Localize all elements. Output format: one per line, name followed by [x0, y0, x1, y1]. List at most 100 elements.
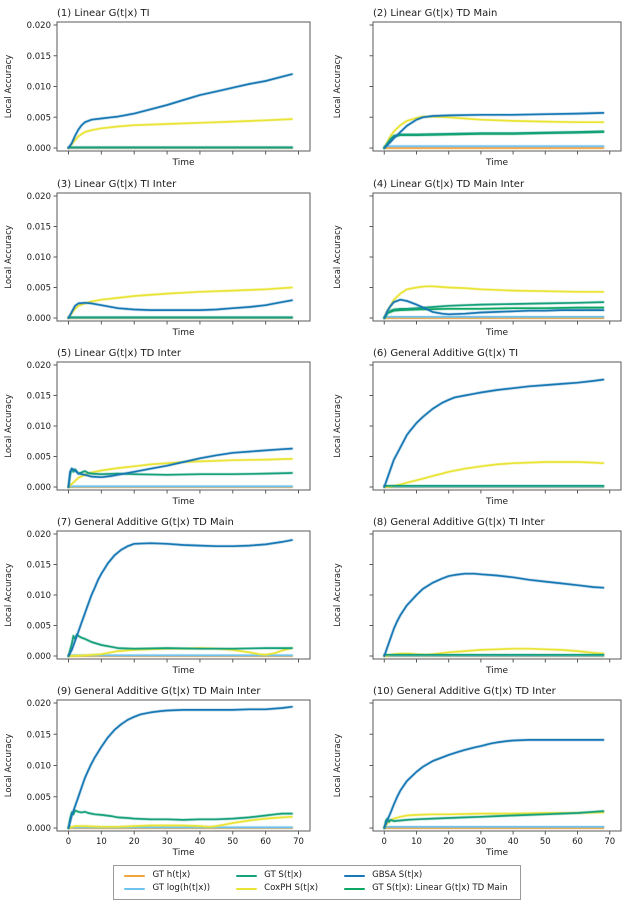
x-axis-label: Time	[485, 666, 508, 676]
series-line-gbsa-s-t-x	[67, 73, 293, 149]
x-axis-label: Time	[171, 666, 194, 676]
series-band-gbsa-s-t-x	[66, 538, 294, 658]
y-axis-label: Local Accuracy	[4, 734, 14, 798]
legend-label: GT S(t|x): Linear G(t|x) TD Main	[372, 883, 508, 894]
legend-box: GT h(t|x) GT log(h(t|x)) GT S(t|x) CoxPH S(…	[113, 865, 521, 900]
x-tick-label: 70	[604, 837, 615, 847]
x-tick-label: 0	[66, 837, 71, 847]
subplot-9: (9) General Additive G(t|x) TD Main Inte…	[4, 686, 311, 858]
series-line-gbsa-s-t-x	[383, 739, 605, 829]
legend-swatch-gt_s	[236, 874, 258, 877]
x-tick-label: 30	[475, 837, 486, 847]
series-line-gbsa-s-t-x	[383, 298, 605, 319]
x-tick-label: 20	[443, 837, 454, 847]
y-axis-label: Local Accuracy	[333, 734, 343, 798]
y-tick-label: 0.015	[27, 223, 51, 233]
series-band-gbsa-s-t-x	[66, 446, 294, 489]
chart-title: (2) Linear G(t|x) TD Main	[373, 8, 497, 19]
chart-title: (9) General Additive G(t|x) TD Main Inte…	[57, 686, 261, 697]
legend-column: GBSA S(t|x) GT S(t|x): Linear G(t|x) TD M…	[344, 870, 508, 894]
subplot-8: (8) General Additive G(t|x) TI Inter Time…	[333, 517, 622, 676]
series-line-gbsa-s-t-x	[383, 572, 605, 657]
legend-swatch-gt_h	[124, 874, 146, 877]
series-line-coxph-s-t-x	[67, 286, 293, 319]
series-line-gbsa-s-t-x	[67, 705, 293, 829]
legend-item: GT log(h(t|x))	[124, 883, 211, 894]
legend-label: GT log(h(t|x))	[152, 883, 211, 894]
y-tick-label: 0.010	[27, 253, 51, 263]
y-axis-label: Local Accuracy	[4, 55, 14, 119]
x-tick-label: 0	[382, 837, 387, 847]
y-tick-label: 0.015	[27, 730, 51, 740]
y-tick-label: 0.010	[27, 422, 51, 432]
series-band-gbsa-s-t-x	[66, 72, 294, 150]
y-tick-label: 0.010	[27, 762, 51, 772]
chart-title: (3) Linear G(t|x) TI Inter	[57, 179, 177, 190]
legend-item: GBSA S(t|x)	[344, 870, 507, 880]
y-axis-label: Local Accuracy	[4, 563, 14, 627]
series-line-gbsa-s-t-x	[383, 378, 605, 488]
legend-label: GT S(t|x)	[264, 870, 302, 880]
x-tick-label: 40	[508, 837, 519, 847]
subplot-4: (4) Linear G(t|x) TD Main Inter Time Local…	[333, 179, 622, 338]
series-line-coxph-s-t-x	[67, 815, 293, 829]
series-band-coxph-s-t-x	[382, 460, 605, 489]
legend-area: GT h(t|x) GT log(h(t|x)) GT S(t|x) CoxPH S(…	[0, 865, 634, 900]
x-tick-label: 10	[411, 837, 422, 847]
x-tick-label: 20	[129, 837, 140, 847]
legend-column: GT h(t|x) GT log(h(t|x))	[124, 870, 211, 894]
series-band-gbsa-s-t-x	[382, 572, 605, 658]
x-axis-label: Time	[171, 158, 194, 168]
legend-label: CoxPH S(t|x)	[264, 883, 319, 894]
y-tick-label: 0.005	[27, 113, 51, 123]
legend-item: GT S(t|x): Linear G(t|x) TD Main	[344, 883, 508, 894]
y-axis-label: Local Accuracy	[4, 394, 14, 458]
y-tick-label: 0.005	[27, 622, 51, 632]
x-axis-label: Time	[171, 328, 194, 338]
series-line-gt-s-t-x	[383, 301, 605, 319]
y-tick-label: 0.005	[27, 453, 51, 463]
series-line-gt-s-t-x	[383, 810, 605, 829]
legend-label: GBSA S(t|x)	[372, 870, 423, 880]
subplot-10: (10) General Additive G(t|x) TD Inter 0 10…	[333, 686, 622, 858]
legend-item: GT S(t|x)	[236, 870, 318, 880]
chart-title: (7) General Additive G(t|x) TD Main	[57, 517, 234, 528]
x-tick-label: 50	[540, 837, 551, 847]
y-tick-label: 0.000	[27, 824, 51, 834]
legend-swatch-gt_s_linear	[344, 887, 366, 891]
legend-column: GT S(t|x) CoxPH S(t|x)	[236, 870, 319, 894]
x-axis-label: Time	[171, 848, 194, 858]
legend-swatch-gt_log_h	[124, 887, 146, 891]
series-band-gbsa-s-t-x	[66, 705, 294, 830]
series-line-gbsa-s-t-x	[67, 447, 293, 488]
chart-title: (1) Linear G(t|x) TI	[57, 8, 150, 19]
chart-title: (5) Linear G(t|x) TD Inter	[57, 348, 182, 359]
x-tick-label: 60	[572, 837, 583, 847]
subplot-7: (7) General Additive G(t|x) TD Main 0.000…	[4, 517, 311, 676]
y-tick-label: 0.000	[27, 652, 51, 662]
subplot-grid: (1) Linear G(t|x) TI 0.000 0.005 0.010 0.015…	[4, 8, 622, 858]
series-band-gbsa-s-t-x	[66, 298, 294, 320]
legend-swatch-coxph	[236, 887, 258, 891]
series-line-coxph-s-t-x	[383, 647, 605, 657]
subplot-2: (2) Linear G(t|x) TD Main Time Local Accur…	[333, 8, 622, 168]
chart-title: (10) General Additive G(t|x) TD Inter	[373, 686, 557, 697]
y-tick-label: 0.020	[27, 21, 51, 31]
plot-border	[56, 530, 311, 660]
x-tick-label: 70	[293, 837, 304, 847]
y-tick-label: 0.010	[27, 83, 51, 93]
series-line-gt-s-t-x	[67, 467, 293, 488]
series-line-gbsa-s-t-x	[67, 299, 293, 319]
x-axis-label: Time	[485, 328, 508, 338]
chart-title: (6) General Additive G(t|x) TI	[373, 348, 518, 359]
y-tick-label: 0.020	[27, 699, 51, 709]
series-line-gt-s-t-x	[67, 809, 293, 829]
y-tick-label: 0.015	[27, 52, 51, 62]
subplot-5: (5) Linear G(t|x) TD Inter 0.000 0.005 0.01…	[4, 348, 311, 507]
y-tick-label: 0.000	[27, 144, 51, 154]
x-tick-label: 50	[227, 837, 238, 847]
plot-border	[372, 530, 622, 660]
series-line-coxph-s-t-x	[67, 458, 293, 488]
y-axis-label: Local Accuracy	[333, 563, 343, 627]
